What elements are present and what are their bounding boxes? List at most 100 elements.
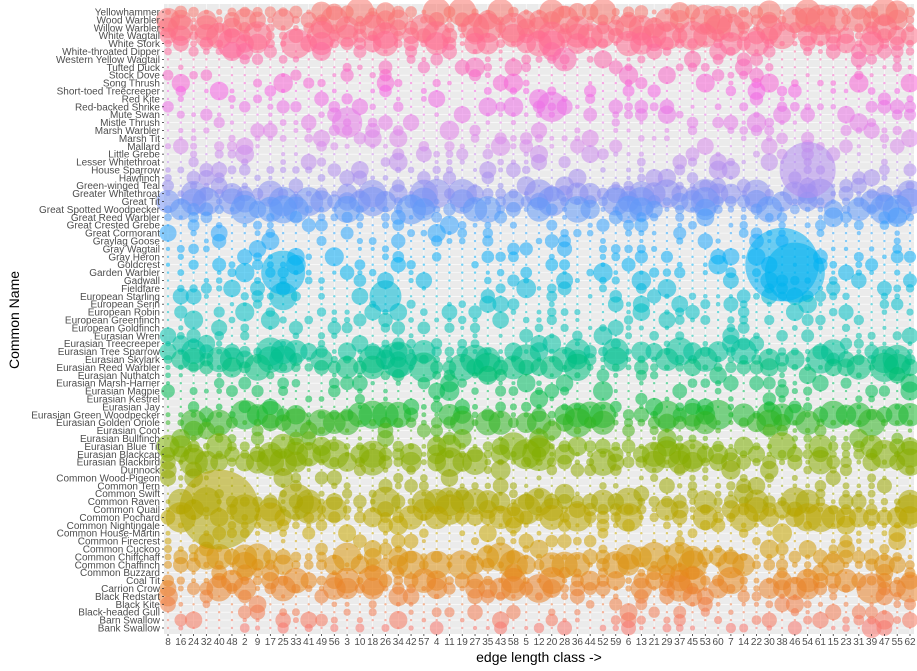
- data-point: [422, 105, 426, 108]
- data-point: [303, 77, 315, 89]
- data-point: [621, 257, 636, 272]
- data-point: [883, 239, 886, 243]
- data-point: [205, 271, 208, 274]
- data-point: [832, 492, 835, 495]
- data-point: [174, 613, 188, 627]
- data-point: [406, 54, 416, 64]
- data-point: [519, 510, 534, 525]
- data-point: [700, 378, 711, 389]
- data-point: [870, 381, 873, 385]
- data-point: [446, 514, 453, 521]
- data-point: [230, 381, 234, 385]
- data-point: [637, 418, 646, 427]
- data-point: [409, 492, 413, 495]
- data-point: [870, 468, 873, 472]
- data-point: [652, 381, 656, 385]
- data-point: [715, 601, 721, 607]
- data-point: [269, 539, 272, 543]
- data-point: [865, 384, 879, 398]
- data-point: [397, 145, 400, 148]
- data-point: [256, 492, 259, 495]
- data-point: [652, 73, 656, 77]
- data-point: [307, 295, 310, 298]
- data-point: [320, 539, 323, 543]
- data-point: [853, 314, 865, 326]
- data-point: [647, 289, 662, 304]
- data-point-large: [764, 242, 825, 303]
- data-point: [256, 381, 259, 385]
- data-point: [576, 532, 579, 535]
- data-point: [588, 263, 592, 266]
- data-point: [832, 532, 835, 535]
- data-point: [192, 89, 195, 93]
- data-point: [435, 121, 438, 124]
- data-point: [202, 245, 210, 253]
- data-point: [550, 524, 553, 527]
- data-point: [696, 208, 715, 227]
- data-point: [184, 310, 204, 330]
- data-point: [755, 397, 758, 401]
- data-point: [780, 66, 784, 69]
- data-point: [498, 112, 504, 118]
- data-point: [353, 463, 366, 477]
- data-point: [675, 63, 684, 72]
- data-point: [243, 113, 246, 116]
- data-point: [576, 216, 579, 219]
- data-point: [256, 152, 259, 156]
- data-point: [320, 73, 323, 77]
- data-point: [256, 184, 259, 187]
- data-point: [908, 152, 912, 156]
- data-point: [179, 381, 182, 385]
- data-point: [651, 230, 657, 236]
- data-point: [178, 373, 183, 378]
- data-point: [187, 581, 201, 596]
- data-point: [459, 617, 465, 623]
- data-point: [702, 435, 709, 442]
- data-point: [652, 287, 656, 290]
- data-point: [716, 287, 720, 290]
- data-point: [358, 81, 362, 85]
- data-point: [908, 121, 912, 124]
- data-point: [186, 557, 201, 572]
- data-point: [588, 595, 592, 598]
- data-point: [370, 206, 376, 213]
- data-point: [403, 533, 419, 549]
- data-point: [166, 310, 170, 314]
- data-point: [857, 381, 861, 385]
- data-point: [305, 253, 313, 261]
- data-point: [461, 468, 464, 472]
- data-point: [609, 597, 623, 611]
- data-point: [185, 288, 202, 305]
- data-point: [716, 437, 720, 440]
- data-point: [473, 239, 477, 243]
- data-point: [805, 609, 810, 615]
- data-point: [173, 557, 189, 573]
- data-point: [793, 334, 797, 337]
- data-point: [307, 405, 310, 409]
- data-point: [729, 603, 733, 606]
- data-point: [819, 310, 822, 314]
- data-point: [476, 32, 499, 55]
- data-point: [908, 397, 912, 401]
- data-point: [422, 295, 426, 298]
- data-point: [550, 532, 553, 535]
- data-point: [419, 474, 428, 482]
- data-point: [758, 578, 780, 599]
- data-point: [793, 524, 797, 527]
- data-point: [742, 468, 745, 472]
- data-point: [371, 97, 374, 101]
- data-point: [243, 429, 246, 432]
- data-point: [291, 608, 300, 617]
- data-point: [510, 134, 517, 142]
- data-point: [832, 224, 835, 227]
- data-point: [596, 218, 610, 232]
- data-point: [882, 254, 887, 260]
- data-point: [894, 293, 901, 300]
- data-point: [640, 389, 643, 393]
- data-point: [716, 279, 720, 282]
- data-point: [695, 73, 715, 93]
- data-point: [459, 483, 465, 489]
- data-point: [240, 331, 250, 341]
- data-point: [281, 224, 285, 227]
- data-point: [649, 102, 659, 112]
